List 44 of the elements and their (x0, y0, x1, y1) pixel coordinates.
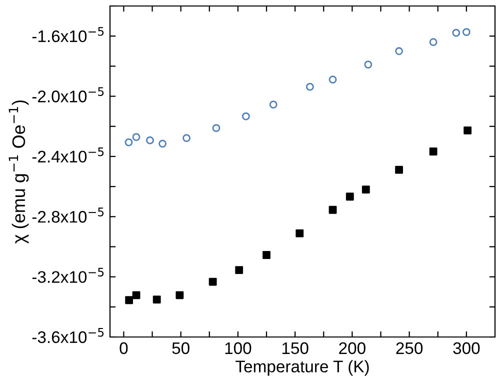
point (328, 206, 337, 214)
x-tick-label: 200 (339, 342, 366, 354)
point (235, 266, 244, 274)
x-tick-label: 50 (172, 342, 190, 354)
y-tick-label: -2.0x10$^{−5}$ (32, 87, 104, 102)
y-tick-label: -2.8x10$^{−5}$ (32, 208, 104, 223)
x-axis-title: Temperature T (K) (236, 360, 369, 376)
point (242, 112, 250, 120)
y-tick-label: -3.6x10$^{−5}$ (32, 328, 104, 344)
x-tick-label: 300 (453, 342, 480, 354)
point (328, 76, 337, 84)
y-axis-title: χ (emu g$^{−1}$ Oe$^{−1}$) (8, 100, 29, 244)
point (395, 166, 403, 174)
point (364, 60, 372, 68)
x-tick-label: 250 (396, 342, 423, 354)
point (208, 278, 217, 286)
x-tick-label: 0 (120, 342, 128, 354)
point (452, 28, 460, 37)
point (306, 82, 314, 91)
point (462, 28, 470, 36)
point (269, 100, 278, 108)
point (132, 291, 140, 300)
point (152, 296, 161, 304)
y-tick-label: -1.6x10$^{−5}$ (32, 27, 104, 42)
point (429, 148, 438, 156)
point (296, 229, 304, 238)
point (464, 126, 472, 134)
point (125, 296, 134, 304)
point (146, 136, 154, 144)
point (346, 192, 354, 201)
point (158, 140, 167, 148)
x-tick-label: 150 (282, 342, 308, 354)
point (132, 133, 140, 141)
point (262, 251, 270, 259)
point (124, 138, 133, 146)
point (212, 124, 220, 132)
x-tick-label: 100 (225, 342, 252, 354)
point (395, 47, 403, 56)
point (362, 186, 370, 194)
y-tick-label: -3.2x10$^{−5}$ (32, 268, 104, 283)
point (182, 134, 190, 142)
point (176, 291, 184, 300)
y-tick-label: -2.4x10$^{−5}$ (32, 147, 104, 163)
point (429, 38, 438, 46)
